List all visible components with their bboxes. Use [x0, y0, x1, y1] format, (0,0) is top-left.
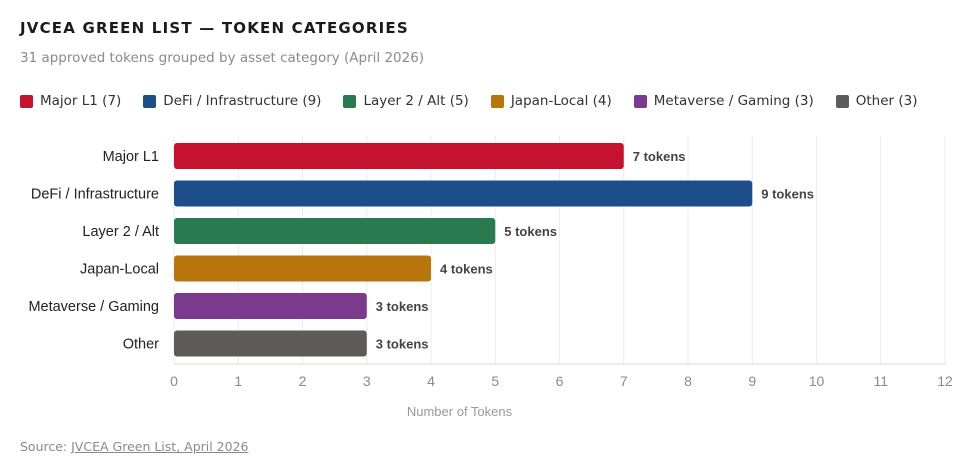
x-tick-label: 10 — [809, 373, 825, 389]
legend-label: Japan-Local (4) — [510, 93, 612, 109]
bar — [174, 180, 753, 207]
bar-value-label: 9 tokens — [761, 187, 814, 202]
legend-swatch — [835, 94, 849, 108]
legend-item: Metaverse / Gaming (3) — [633, 93, 814, 109]
source-footer: Source: JVCEA Green List, April 2026 — [20, 439, 249, 454]
legend: Major L1 (7) DeFi / Infrastructure (9) Lay… — [20, 93, 940, 109]
x-tick-label: 7 — [620, 373, 628, 389]
legend-item: Japan-Local (4) — [490, 93, 612, 109]
x-tick-label: 4 — [427, 373, 435, 389]
y-category-label: Metaverse / Gaming — [28, 299, 159, 315]
x-tick-label: 9 — [748, 373, 756, 389]
x-tick-label: 1 — [234, 373, 242, 389]
legend-swatch — [143, 94, 157, 108]
bar-value-label: 5 tokens — [504, 224, 557, 239]
legend-label: Layer 2 / Alt (5) — [363, 93, 469, 109]
y-category-label: DeFi / Infrastructure — [31, 187, 159, 203]
y-category-label: Japan-Local — [80, 262, 159, 278]
x-tick-label: 3 — [363, 373, 371, 389]
bar-value-label: 7 tokens — [633, 149, 686, 164]
y-category-label: Layer 2 / Alt — [82, 224, 159, 240]
bar-value-label: 4 tokens — [440, 262, 493, 277]
legend-swatch — [20, 94, 33, 108]
chart-title: JVCEA GREEN LIST — TOKEN CATEGORIES — [20, 19, 409, 37]
legend-item: Major L1 (7) — [20, 93, 121, 109]
bar — [174, 330, 367, 357]
x-tick-label: 2 — [299, 373, 307, 389]
source-link[interactable]: JVCEA Green List, April 2026 — [71, 439, 249, 454]
y-category-label: Other — [123, 337, 159, 353]
legend-swatch — [633, 94, 647, 108]
legend-label: Major L1 (7) — [40, 93, 122, 109]
legend-swatch — [343, 94, 357, 108]
bar — [174, 143, 624, 169]
legend-item: Other (3) — [835, 93, 918, 109]
bar-value-label: 3 tokens — [376, 299, 429, 314]
x-tick-label: 5 — [491, 373, 499, 389]
bar — [174, 293, 367, 319]
bar — [174, 218, 496, 244]
bar-value-label: 3 tokens — [376, 337, 429, 352]
bar — [174, 255, 431, 282]
y-category-label: Major L1 — [103, 149, 159, 165]
legend-label: Other (3) — [855, 93, 918, 109]
x-tick-label: 0 — [170, 373, 178, 389]
x-tick-label: 6 — [556, 373, 564, 389]
x-axis-label: Number of Tokens — [407, 404, 513, 419]
chart-subtitle: 31 approved tokens grouped by asset cate… — [20, 50, 425, 66]
x-tick-label: 12 — [937, 373, 953, 389]
source-prefix: Source: — [20, 439, 72, 454]
legend-item: Layer 2 / Alt (5) — [343, 93, 469, 109]
legend-item: DeFi / Infrastructure (9) — [143, 93, 321, 109]
legend-swatch — [490, 94, 504, 108]
legend-label: DeFi / Infrastructure (9) — [163, 93, 322, 109]
x-tick-label: 11 — [873, 373, 888, 389]
legend-label: Metaverse / Gaming (3) — [653, 93, 814, 109]
x-tick-label: 8 — [684, 373, 692, 389]
